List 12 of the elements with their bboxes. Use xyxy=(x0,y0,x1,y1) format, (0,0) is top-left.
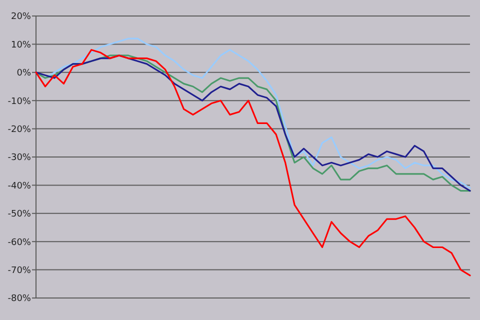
y-tick-label: -10% xyxy=(8,96,32,107)
y-tick-label: -40% xyxy=(8,181,32,192)
y-tick-label: -80% xyxy=(8,294,32,304)
y-tick-label: -50% xyxy=(8,210,32,220)
y-tick-label: -70% xyxy=(8,266,32,276)
y-tick-label: -60% xyxy=(8,238,32,248)
y-tick-label: -20% xyxy=(8,124,32,135)
y-tick-label: 0% xyxy=(16,68,32,79)
y-tick-label: 10% xyxy=(10,40,32,50)
y-tick-label: -30% xyxy=(8,153,32,164)
line-series xyxy=(35,49,471,276)
y-tick-label: 20% xyxy=(10,12,32,22)
